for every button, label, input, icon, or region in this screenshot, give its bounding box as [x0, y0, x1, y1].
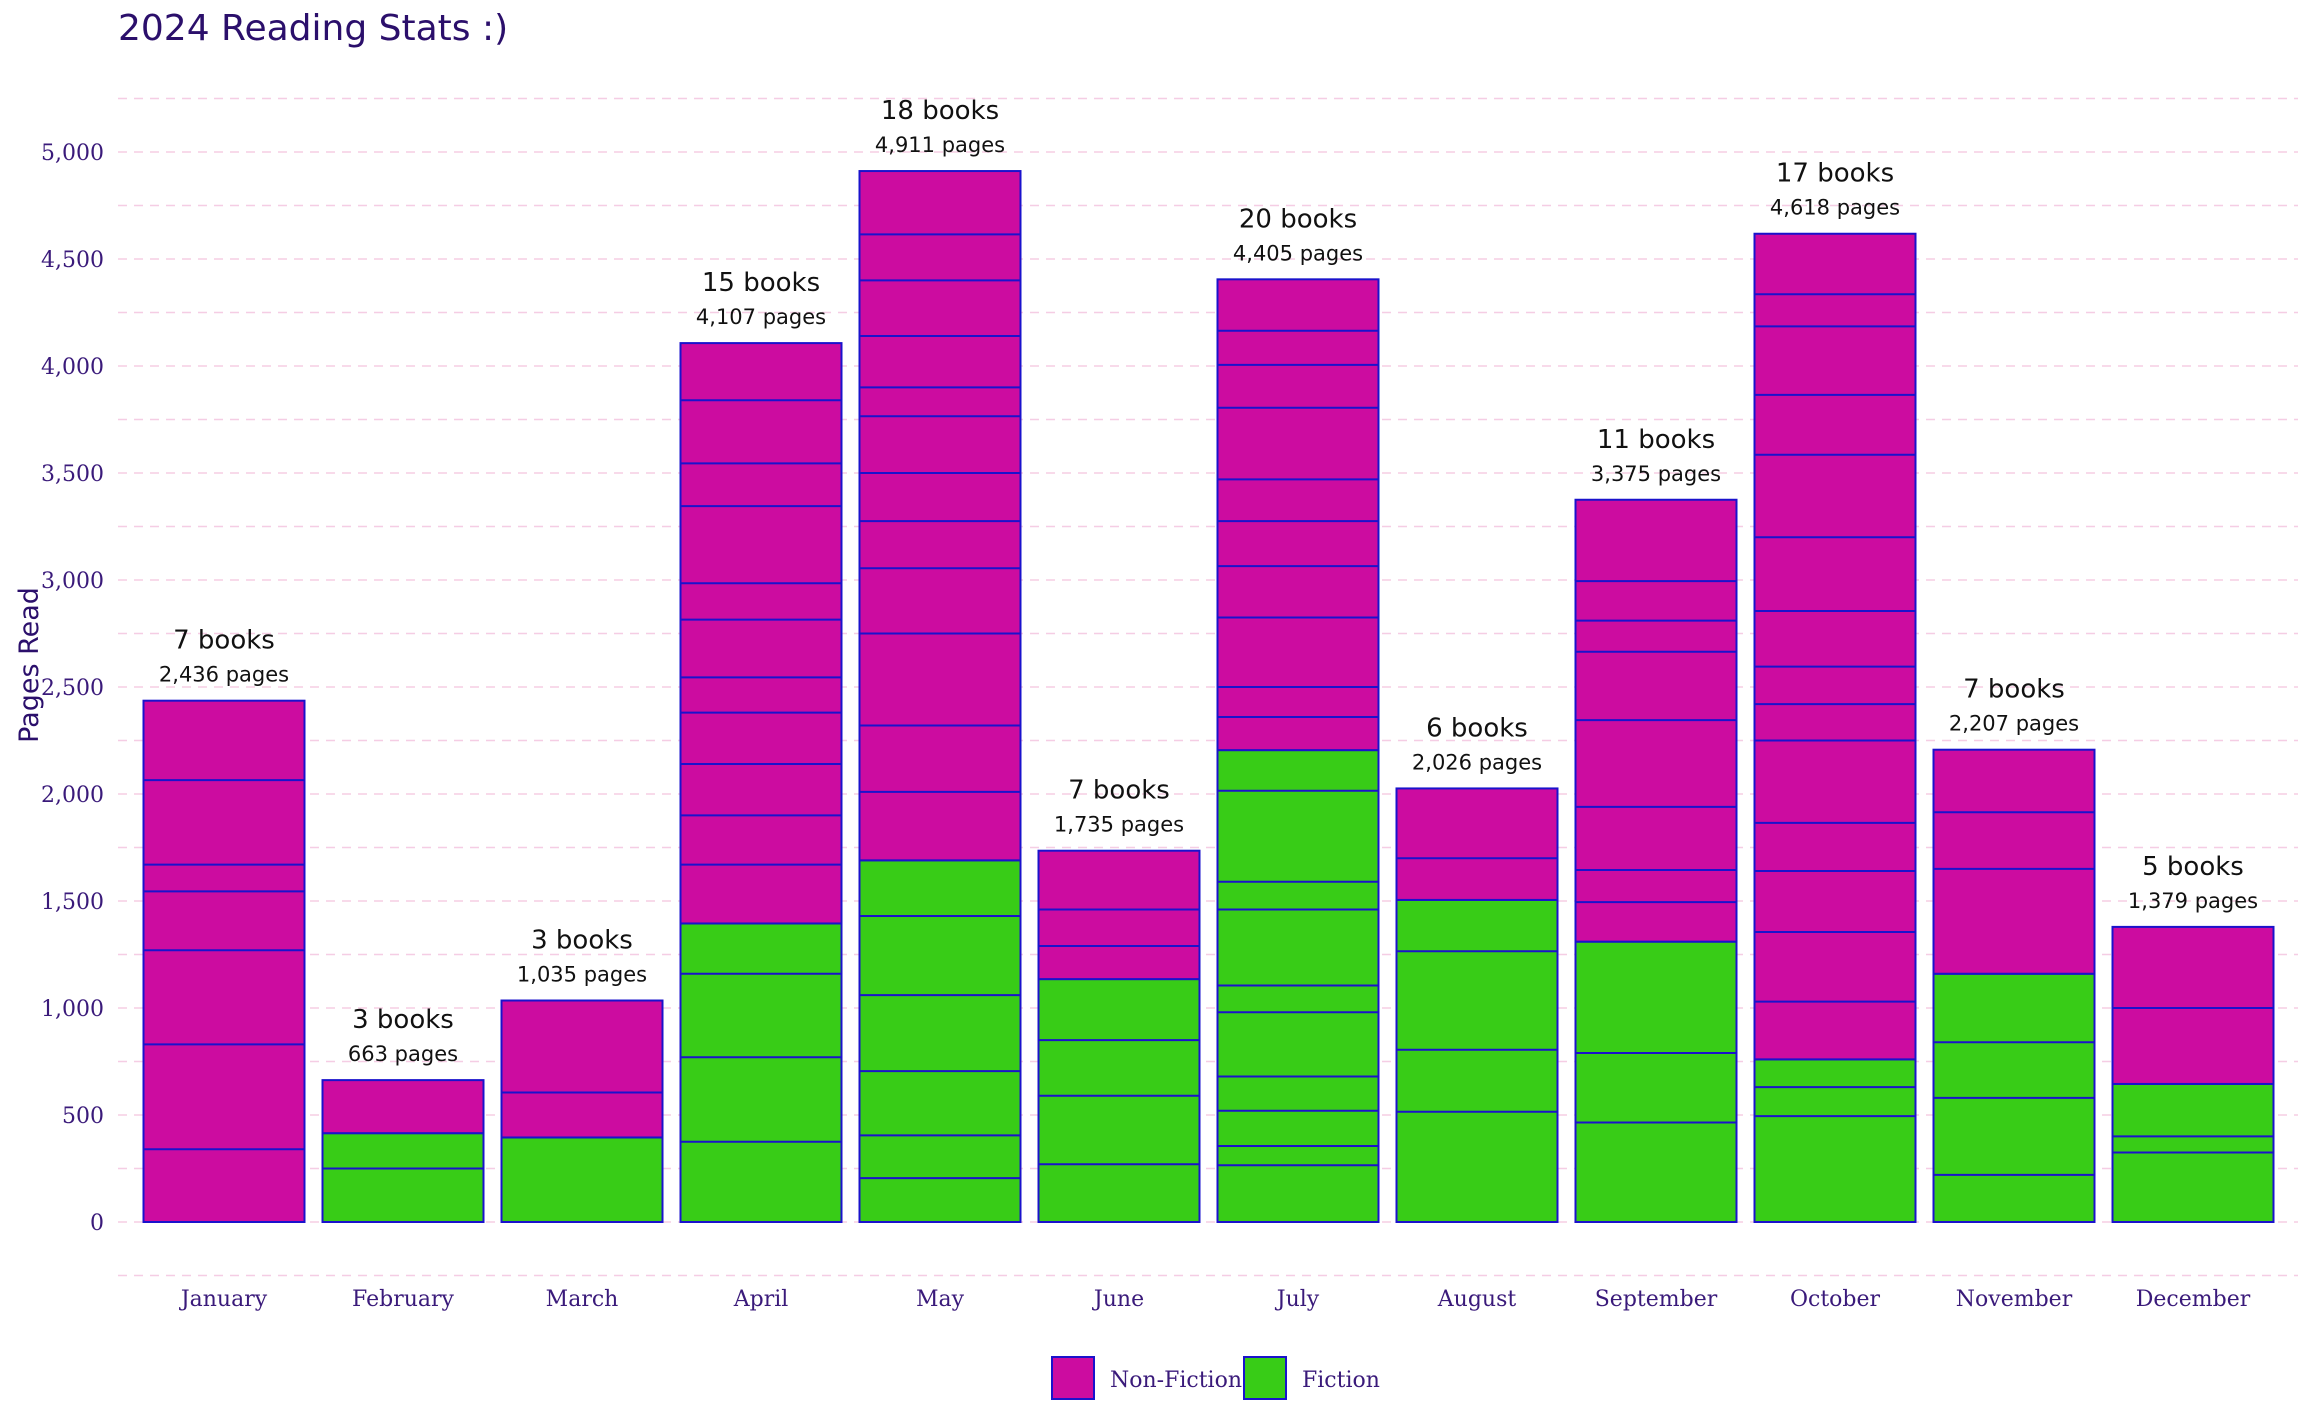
pages-count-label: 663 pages	[348, 1042, 458, 1066]
y-tick-label: 2,000	[41, 783, 104, 808]
y-axis-label: Pages Read	[14, 587, 45, 743]
bar-nonfiction-august	[1395, 787, 1559, 901]
bar-nonfiction-february	[321, 1079, 485, 1135]
x-axis-ticks: January February March April May June July Augu…	[179, 1287, 2251, 1312]
books-count-label: 20 books	[1239, 204, 1357, 234]
bar-fiction-may	[858, 859, 1022, 1224]
x-tick-label: April	[733, 1287, 789, 1312]
bars	[142, 170, 2275, 1224]
y-tick-label: 1,000	[41, 997, 104, 1022]
bar-fiction-october	[1753, 1058, 1917, 1223]
pages-count-label: 4,405 pages	[1233, 241, 1363, 265]
pages-count-label: 4,618 pages	[1770, 196, 1900, 220]
y-tick-label: 2,500	[41, 676, 104, 701]
books-count-label: 7 books	[1963, 675, 2065, 705]
y-tick-label: 5,000	[41, 141, 104, 166]
legend-label: Fiction	[1302, 1368, 1380, 1393]
bar-fiction-february	[321, 1132, 485, 1223]
x-tick-label: March	[546, 1287, 619, 1312]
bar-fiction-august	[1395, 898, 1559, 1223]
books-count-label: 15 books	[702, 268, 820, 298]
books-count-label: 6 books	[1426, 713, 1528, 743]
bar-nonfiction-april	[679, 342, 843, 925]
books-count-label: 11 books	[1597, 425, 1715, 455]
legend-swatch-non-fiction	[1051, 1356, 1095, 1400]
pages-count-label: 2,207 pages	[1949, 712, 2079, 736]
y-axis-ticks: 0 500 1,000 1,500 2,000 2,500 3,000 3,500 4,000 4…	[41, 141, 104, 1236]
books-count-label: 5 books	[2142, 852, 2244, 882]
x-tick-label: August	[1437, 1287, 1517, 1312]
bar-nonfiction-november	[1932, 748, 2096, 975]
x-tick-label: October	[1790, 1287, 1881, 1312]
pages-count-label: 3,375 pages	[1591, 462, 1721, 486]
x-tick-label: July	[1275, 1287, 1320, 1312]
books-count-label: 7 books	[173, 626, 275, 656]
bar-fiction-march	[500, 1136, 664, 1223]
bar-nonfiction-january	[142, 699, 306, 1223]
y-tick-label: 500	[62, 1104, 104, 1129]
books-count-label: 18 books	[881, 96, 999, 126]
books-count-label: 3 books	[352, 1005, 454, 1035]
pages-count-label: 4,911 pages	[875, 133, 1005, 157]
x-tick-label: November	[1956, 1287, 2073, 1312]
y-tick-label: 4,500	[41, 248, 104, 273]
pages-count-label: 1,379 pages	[2128, 889, 2258, 913]
pages-count-label: 1,035 pages	[517, 963, 647, 987]
y-tick-label: 3,500	[41, 462, 104, 487]
legend-swatch-fiction	[1243, 1356, 1287, 1400]
books-count-label: 3 books	[531, 926, 633, 956]
x-tick-label: May	[916, 1287, 965, 1312]
x-tick-label: February	[352, 1287, 454, 1312]
bar-fiction-september	[1574, 940, 1738, 1223]
y-tick-label: 1,500	[41, 890, 104, 915]
x-tick-label: December	[2136, 1287, 2251, 1312]
bar-nonfiction-march	[500, 999, 664, 1139]
x-tick-label: September	[1595, 1287, 1718, 1312]
chart-title: 2024 Reading Stats :)	[118, 8, 508, 49]
pages-count-label: 4,107 pages	[696, 305, 826, 329]
bar-fiction-april	[679, 922, 843, 1223]
legend: Non-Fiction Fiction	[1051, 1356, 1380, 1400]
bar-nonfiction-june	[1037, 849, 1201, 981]
bar-labels: 7 books 2,436 pages 3 books 663 pages 3 book…	[159, 96, 2258, 1066]
bar-fiction-june	[1037, 978, 1201, 1223]
bar-nonfiction-october	[1753, 232, 1917, 1061]
y-tick-label: 3,000	[41, 569, 104, 594]
y-tick-label: 0	[90, 1211, 104, 1236]
legend-label: Non-Fiction	[1110, 1368, 1242, 1393]
x-tick-label: June	[1092, 1287, 1144, 1312]
x-tick-label: January	[179, 1287, 268, 1312]
books-count-label: 17 books	[1776, 159, 1894, 189]
bar-nonfiction-july	[1216, 278, 1380, 752]
bar-nonfiction-december	[2111, 925, 2275, 1085]
pages-count-label: 2,436 pages	[159, 663, 289, 687]
pages-count-label: 1,735 pages	[1054, 813, 1184, 837]
books-count-label: 7 books	[1068, 776, 1170, 806]
y-tick-label: 4,000	[41, 355, 104, 380]
pages-count-label: 2,026 pages	[1412, 750, 1542, 774]
bar-nonfiction-may	[858, 170, 1022, 862]
